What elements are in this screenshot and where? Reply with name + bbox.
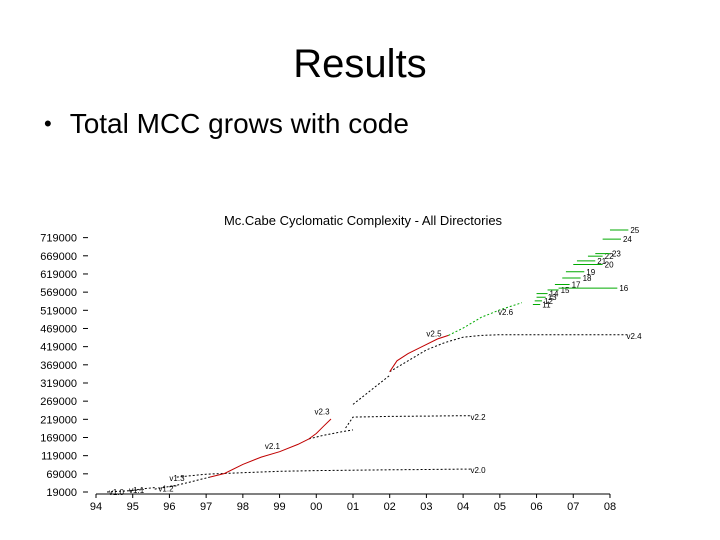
- x-tick-label: 96: [163, 501, 175, 513]
- level-label: 16: [619, 284, 628, 293]
- version-annotation: v2.6: [498, 308, 514, 317]
- level-label: 23: [612, 250, 621, 259]
- series-line: [169, 476, 210, 488]
- x-tick-label: 00: [310, 501, 322, 513]
- x-tick-label: 07: [567, 501, 579, 513]
- level-label: 12: [544, 297, 553, 306]
- version-annotation: v1.2: [158, 485, 174, 494]
- y-tick-label: 269000: [40, 396, 77, 408]
- y-tick-label: 319000: [40, 378, 77, 390]
- chart-title: Mc.Cabe Cyclomatic Complexity - All Dire…: [224, 213, 503, 228]
- chart-series-group: [106, 302, 629, 493]
- x-tick-label: 05: [494, 501, 506, 513]
- chart-axes: 19000 69000 119000 169000 219000 269000 319000…: [40, 233, 616, 513]
- series-line: [308, 418, 332, 440]
- level-label: 21: [597, 257, 606, 266]
- level-label: 11: [542, 300, 551, 309]
- y-tick-label: 369000: [40, 360, 77, 372]
- version-annotation: v2.2: [470, 413, 486, 422]
- level-label: 15: [561, 286, 570, 295]
- y-tick-label: 469000: [40, 323, 77, 335]
- version-annotation: v2.0: [470, 466, 486, 475]
- bullet-item: • Total MCC grows with code: [44, 108, 409, 140]
- chart-annotations: v1.0 v1.1 v1.2 v1.3 v2.0 v2.1 v2.2 v2.3 v2.4 v2.5…: [109, 308, 642, 497]
- x-tick-label: 95: [127, 501, 139, 513]
- y-tick-label: 519000: [40, 305, 77, 317]
- series-line: [389, 334, 629, 373]
- version-annotation: v1.1: [129, 486, 145, 495]
- slide-title: Results: [293, 42, 427, 86]
- y-tick-label: 219000: [40, 414, 77, 426]
- series-line: [389, 334, 449, 372]
- x-tick-label: 98: [237, 501, 249, 513]
- level-label: 18: [583, 274, 592, 283]
- level-label: 14: [550, 290, 559, 299]
- level-label: 24: [623, 235, 632, 244]
- level-label: 17: [572, 281, 581, 290]
- y-tick-label: 619000: [40, 269, 77, 281]
- series-line: [128, 487, 155, 492]
- bullet-text: Total MCC grows with code: [69, 108, 409, 139]
- y-tick-label: 19000: [46, 487, 77, 499]
- x-tick-label: 02: [384, 501, 396, 513]
- y-tick-label: 119000: [41, 451, 77, 463]
- version-annotation: v2.4: [626, 332, 642, 341]
- y-tick-label: 569000: [40, 287, 77, 299]
- y-tick-label: 669000: [40, 251, 77, 263]
- level-label: 19: [586, 268, 595, 277]
- bullet-dot-icon: •: [44, 111, 52, 136]
- series-line: [154, 485, 177, 490]
- version-annotation: v2.1: [265, 442, 281, 451]
- x-tick-label: 99: [273, 501, 285, 513]
- x-tick-label: 08: [604, 501, 616, 513]
- level-label: 13: [548, 293, 557, 302]
- y-tick-label: 169000: [40, 432, 77, 444]
- x-tick-label: 03: [420, 501, 432, 513]
- y-tick-label: 69000: [46, 469, 77, 481]
- series-line: [308, 429, 354, 440]
- series-line: [106, 489, 144, 493]
- version-annotation: v2.3: [314, 408, 330, 417]
- x-tick-label: 01: [347, 501, 359, 513]
- level-label: 20: [605, 261, 614, 270]
- version-annotation: v1.0: [109, 488, 125, 497]
- x-tick-label: 06: [530, 501, 542, 513]
- level-label: 22: [605, 252, 614, 261]
- series-line: [209, 438, 310, 478]
- version-annotation: v2.5: [426, 330, 442, 339]
- mcc-chart-svg: Mc.Cabe Cyclomatic Complexity - All Dire…: [40, 213, 642, 513]
- series-line: [352, 375, 391, 405]
- series-line: [448, 302, 523, 336]
- y-tick-label: 419000: [40, 342, 77, 354]
- y-tick-label: 719000: [40, 233, 77, 245]
- level-label: 25: [630, 226, 639, 235]
- x-tick-label: 97: [200, 501, 212, 513]
- series-line: [176, 468, 471, 478]
- x-tick-label: 94: [90, 501, 102, 513]
- x-tick-label: 04: [457, 501, 469, 513]
- series-line: [345, 415, 471, 429]
- mcc-chart: Mc.Cabe Cyclomatic Complexity - All Dire…: [20, 205, 710, 535]
- version-annotation: v1.3: [169, 474, 185, 483]
